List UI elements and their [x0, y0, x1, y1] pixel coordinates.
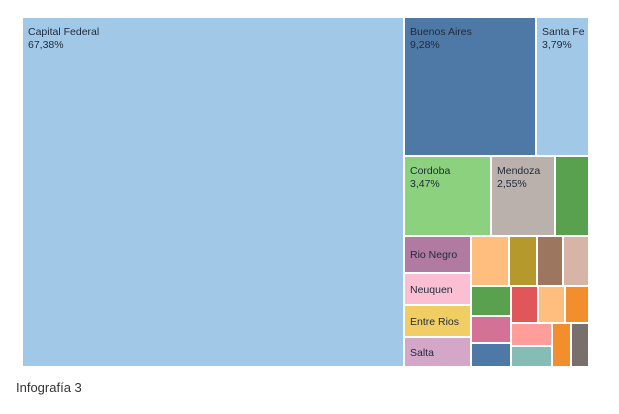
tile-unlabeled-20 [552, 323, 571, 367]
tile-unlabeled-17 [565, 286, 589, 323]
chart-caption: Infografía 3 [16, 380, 82, 395]
tile-santa-fe: Santa Fe 3,79% [536, 17, 589, 156]
tile-value: 3,47% [410, 178, 440, 190]
tile-unlabeled-13 [563, 236, 589, 286]
tile-label: Buenos Aires 9,28% [410, 26, 472, 52]
tile-label: Capital Federal 67,38% [28, 26, 99, 52]
tile-neuquen: Neuquen [404, 273, 471, 305]
tile-unlabeled-11 [509, 236, 537, 286]
tile-value: 3,79% [542, 39, 572, 51]
tile-unlabeled-15 [511, 286, 538, 323]
tile-label: Santa Fe 3,79% [542, 26, 585, 52]
tile-name: Neuquen [410, 283, 453, 296]
tile-capital-federal: Capital Federal 67,38% [22, 17, 404, 367]
tile-name: Entre Rios [410, 315, 460, 328]
tile-name: Capital Federal [28, 26, 100, 38]
tile-label: Mendoza 2,55% [497, 165, 540, 191]
tile-entre-rios: Entre Rios [404, 305, 471, 337]
tile-name: Santa Fe [542, 26, 585, 38]
tile-label: Salta [410, 347, 434, 360]
tile-unlabeled-23 [511, 346, 552, 367]
tile-buenos-aires: Buenos Aires 9,28% [404, 17, 536, 156]
tile-unlabeled-16 [538, 286, 565, 323]
tile-unlabeled-10 [471, 236, 509, 286]
tile-name: Mendoza [497, 165, 541, 177]
tile-label: Rio Negro [410, 249, 457, 262]
tile-mendoza: Mendoza 2,55% [491, 156, 555, 236]
tile-name: Cordoba [410, 165, 451, 177]
tile-name: Rio Negro [410, 249, 458, 261]
tile-name: Buenos Aires [410, 26, 472, 38]
tile-unlabeled-18 [471, 316, 511, 343]
tile-value: 2,55% [497, 178, 527, 190]
tile-unlabeled-14 [471, 286, 511, 316]
tile-unlabeled-12 [537, 236, 563, 286]
tile-label: Cordoba 3,47% [410, 165, 450, 191]
tile-value: 67,38% [28, 39, 64, 51]
tile-unlabeled-19 [511, 323, 552, 346]
tile-cordoba: Cordoba 3,47% [404, 156, 491, 236]
tile-value: 9,28% [410, 39, 440, 51]
tile-salta: Salta [404, 337, 471, 367]
tile-unlabeled-9 [555, 156, 589, 236]
tile-label: Neuquen [410, 284, 453, 297]
tile-label: Entre Rios [410, 316, 459, 329]
tile-unlabeled-22 [471, 343, 511, 367]
tile-rio-negro: Rio Negro [404, 236, 471, 273]
tile-name: Salta [410, 346, 434, 359]
tile-unlabeled-21 [571, 323, 589, 367]
